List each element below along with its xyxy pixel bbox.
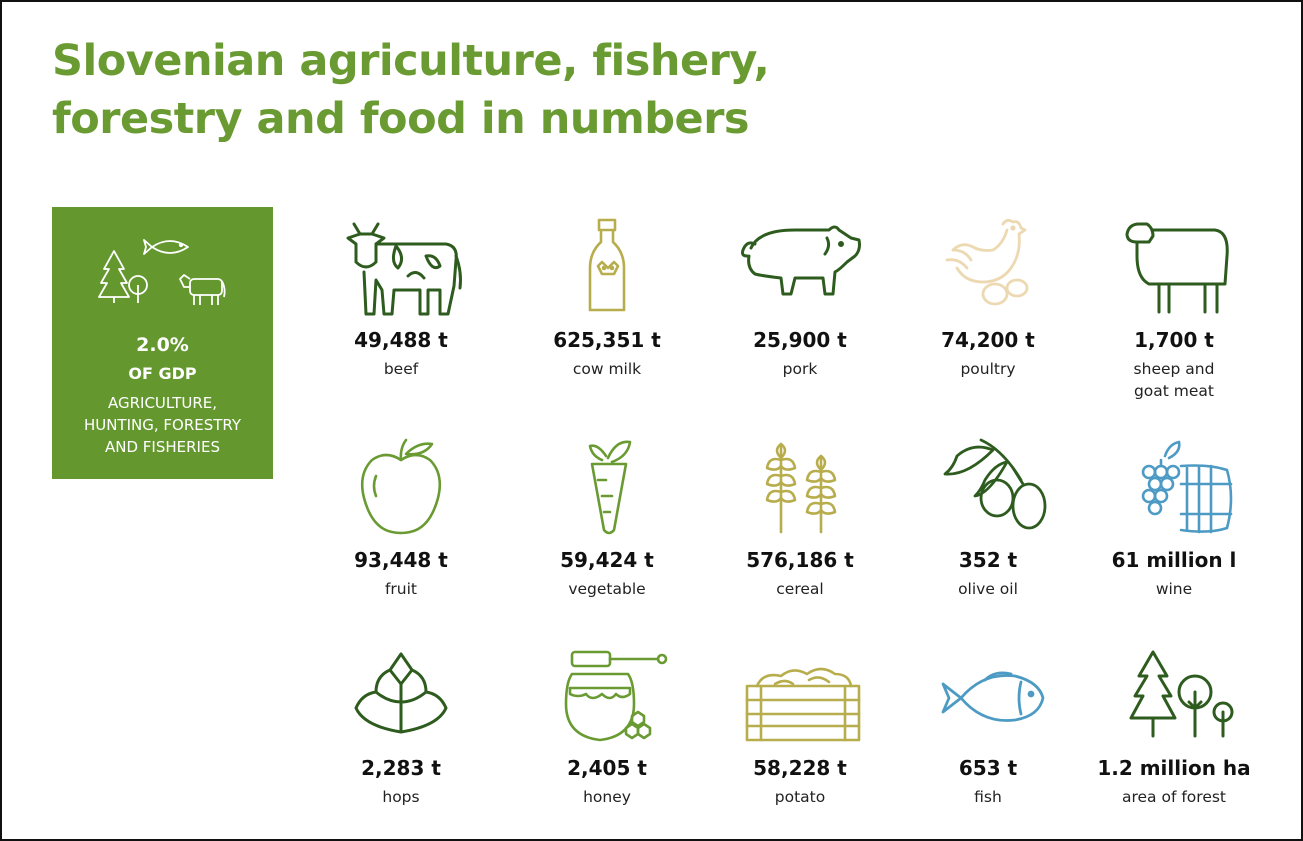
stat-label: area of forest xyxy=(1121,788,1227,806)
potato-crate-icon xyxy=(745,667,861,742)
page-title: Slovenian agriculture, fishery, forestry… xyxy=(52,32,770,148)
stat-label: cereal xyxy=(776,580,824,598)
gdp-icons xyxy=(98,239,226,305)
stat-label: pork xyxy=(782,360,818,378)
wheat-icon xyxy=(765,442,837,534)
stat-label: beef xyxy=(383,360,419,378)
grapes-barrel-icon xyxy=(1141,440,1233,534)
milk-bottle-icon xyxy=(588,218,626,312)
stat-forest: 1.2 million ha area of forest xyxy=(1074,646,1274,808)
fish-icon xyxy=(143,239,189,255)
stat-value: 59,424 t xyxy=(560,548,654,572)
stat-potato: 58,228 t potato xyxy=(700,646,900,808)
tree-icon xyxy=(98,250,148,303)
stat-label: cow milk xyxy=(572,360,642,378)
stat-poultry: 74,200 t poultry xyxy=(888,216,1088,380)
stat-beef: 49,488 t beef xyxy=(301,216,501,380)
stat-value: 352 t xyxy=(958,548,1018,572)
stat-label: olive oil xyxy=(958,580,1018,598)
stat-cereal: 576,186 t cereal xyxy=(700,436,900,600)
cow-icon xyxy=(179,274,226,305)
stat-label: vegetable xyxy=(568,580,646,598)
stat-cow-milk: 625,351 t cow milk xyxy=(507,216,707,380)
stat-value: 2,283 t xyxy=(361,756,441,780)
stat-label: hops xyxy=(382,788,420,806)
cow-icon xyxy=(346,222,462,316)
title-line-1: Slovenian agriculture, fishery, xyxy=(52,36,770,86)
gdp-description: AGRICULTURE, HUNTING, FORESTRY AND FISHE… xyxy=(83,394,242,456)
stat-pork: 25,900 t pork xyxy=(700,216,900,380)
stat-wine: 61 million l wine xyxy=(1074,436,1274,600)
stat-label: poultry xyxy=(960,360,1016,378)
stat-hops: 2,283 t hops xyxy=(301,646,501,808)
hops-icon xyxy=(354,652,448,734)
stat-sheep-goat: 1,700 t sheep and goat meat xyxy=(1074,216,1274,402)
fish-icon xyxy=(941,671,1045,722)
stat-label: potato xyxy=(774,788,826,806)
stat-value: 625,351 t xyxy=(553,328,661,352)
honey-icon xyxy=(564,650,668,742)
sheep-icon xyxy=(1125,222,1229,314)
carrot-icon xyxy=(588,440,632,535)
olive-icon xyxy=(943,438,1047,530)
stat-fruit: 93,448 t fruit xyxy=(301,436,501,600)
pig-icon xyxy=(741,225,861,296)
gdp-label: OF GDP xyxy=(128,364,197,383)
forest-icon xyxy=(1129,650,1234,738)
stat-label: honey xyxy=(583,788,631,806)
stat-label: fish xyxy=(974,788,1002,806)
stat-honey: 2,405 t honey xyxy=(507,646,707,808)
stat-olive-oil: 352 t olive oil xyxy=(888,436,1088,600)
stat-value: 61 million l xyxy=(1111,548,1237,572)
stat-label: wine xyxy=(1155,580,1193,598)
apple-icon xyxy=(360,438,442,535)
stat-value: 58,228 t xyxy=(753,756,847,780)
stat-vegetable: 59,424 t vegetable xyxy=(507,436,707,600)
stat-value: 576,186 t xyxy=(746,548,854,572)
gdp-value: 2.0% xyxy=(136,334,189,356)
stat-label: fruit xyxy=(384,580,418,598)
stat-label: sheep and goat meat xyxy=(1133,360,1215,400)
stat-value: 2,405 t xyxy=(567,756,647,780)
hen-icon xyxy=(945,219,1029,306)
stat-value: 49,488 t xyxy=(354,328,448,352)
stat-value: 93,448 t xyxy=(354,548,448,572)
title-line-2: forestry and food in numbers xyxy=(52,94,750,144)
stat-value: 653 t xyxy=(958,756,1018,780)
stat-fish: 653 t fish xyxy=(888,646,1088,808)
stat-value: 74,200 t xyxy=(941,328,1035,352)
stat-value: 25,900 t xyxy=(753,328,847,352)
gdp-box: 2.0% OF GDP AGRICULTURE, HUNTING, FOREST… xyxy=(52,207,273,479)
stat-value: 1.2 million ha xyxy=(1097,756,1251,780)
stat-value: 1,700 t xyxy=(1134,328,1214,352)
